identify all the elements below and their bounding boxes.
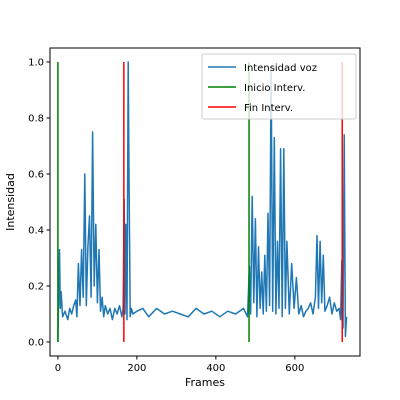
y-tick-label: 0.4 <box>28 226 44 237</box>
y-axis-label: Intensidad <box>4 173 17 231</box>
y-tick-label: 1.0 <box>28 58 44 69</box>
x-tick-label: 400 <box>206 363 225 374</box>
legend-label: Fin Interv. <box>244 103 293 114</box>
y-tick-label: 0.6 <box>28 170 44 181</box>
x-tick-label: 600 <box>285 363 304 374</box>
x-tick-label: 200 <box>127 363 146 374</box>
x-axis-label: Frames <box>185 376 225 389</box>
ticks: 0 200 400 600 0.0 0.2 0.4 0.6 0.8 1.0 <box>28 58 304 375</box>
x-tick-label: 0 <box>55 363 61 374</box>
plot-area <box>57 61 348 343</box>
y-tick-label: 0.0 <box>28 338 44 349</box>
legend-label: Inicio Interv. <box>244 83 305 94</box>
axes-frame <box>49 47 361 357</box>
legend-label: Intensidad voz <box>244 63 317 74</box>
legend-box <box>201 53 357 120</box>
y-tick-label: 0.8 <box>28 114 44 125</box>
legend: Intensidad voz Inicio Interv. Fin Interv. <box>201 53 357 120</box>
y-tick-label: 0.2 <box>28 282 44 293</box>
series-line-0 <box>57 61 348 343</box>
